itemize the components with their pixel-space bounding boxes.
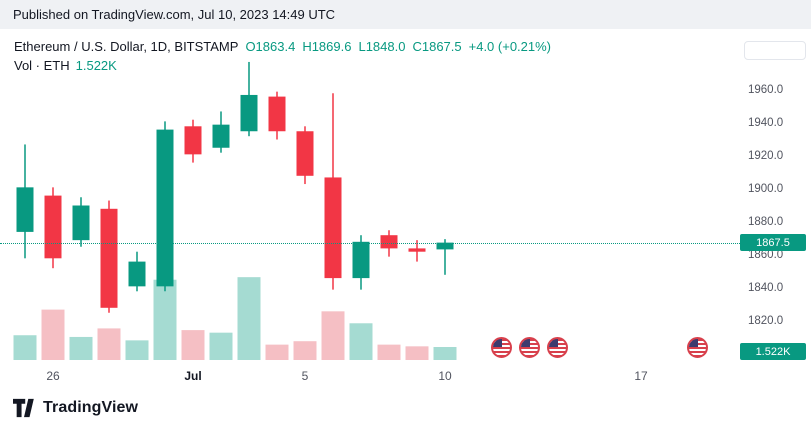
volume-bar bbox=[433, 347, 457, 360]
candle-body bbox=[72, 205, 90, 241]
ohlc-low: L1848.0 bbox=[358, 39, 406, 54]
candle-body bbox=[324, 177, 342, 279]
footer-brand-text: TradingView bbox=[43, 399, 139, 416]
price-tick-label: 1900.0 bbox=[748, 183, 784, 195]
volume-bar bbox=[349, 323, 373, 360]
candle-body bbox=[240, 94, 258, 132]
volume-bar bbox=[153, 279, 177, 360]
chart-legend[interactable]: Ethereum / U.S. Dollar, 1D, BITSTAMP O18… bbox=[14, 39, 551, 54]
candle-body bbox=[44, 195, 62, 259]
volume-bar bbox=[237, 277, 261, 360]
volume-bar bbox=[41, 309, 65, 360]
volume-bar bbox=[405, 346, 429, 360]
price-tick-label: 1860.0 bbox=[748, 249, 784, 261]
time-tick-label: 5 bbox=[301, 369, 309, 383]
us-flag-icon[interactable] bbox=[686, 337, 708, 358]
volume-bar bbox=[69, 336, 93, 360]
volume-bar bbox=[209, 332, 233, 360]
volume-value: 1.522K bbox=[75, 58, 117, 73]
price-tick-label: 1840.0 bbox=[748, 282, 784, 294]
volume-bar bbox=[377, 344, 401, 360]
ohlc-high: H1869.6 bbox=[302, 39, 352, 54]
published-bar: Published on TradingView.com, Jul 10, 20… bbox=[0, 0, 811, 29]
candle-body bbox=[436, 242, 454, 250]
volume-bar bbox=[97, 328, 121, 360]
candle-body bbox=[16, 187, 34, 232]
us-flag-icon[interactable] bbox=[490, 337, 512, 358]
candle-body bbox=[128, 261, 146, 287]
tradingview-logo-icon bbox=[13, 398, 35, 418]
candle-body bbox=[296, 131, 314, 176]
volume-bar bbox=[181, 330, 205, 360]
footer-brand[interactable]: TradingView bbox=[13, 398, 138, 418]
price-tick-label: 1920.0 bbox=[748, 150, 784, 162]
time-tick-label: Jul bbox=[184, 369, 202, 383]
candle-body bbox=[100, 208, 118, 308]
ohlc-change: +4.0 (+0.21%) bbox=[468, 39, 552, 54]
volume-bar bbox=[265, 344, 289, 360]
volume-bar bbox=[321, 311, 345, 360]
volume-legend[interactable]: Vol · ETH 1.522K bbox=[14, 58, 117, 73]
candle-body bbox=[352, 241, 370, 279]
ohlc-close: C1867.5 bbox=[412, 39, 462, 54]
candle-body bbox=[408, 248, 426, 252]
published-text: Published on TradingView.com, Jul 10, 20… bbox=[13, 7, 336, 22]
last-price-line bbox=[0, 242, 740, 244]
price-tick-label: 1960.0 bbox=[748, 84, 784, 96]
volume-bar bbox=[125, 340, 149, 360]
symbol-title[interactable]: Ethereum / U.S. Dollar, 1D, BITSTAMP bbox=[14, 39, 239, 54]
us-flag-icon[interactable] bbox=[518, 337, 540, 358]
time-tick-label: 26 bbox=[46, 369, 60, 383]
last-price-badge: 1867.5 bbox=[740, 234, 806, 252]
candle-body bbox=[184, 126, 202, 155]
price-tick-label: 1880.0 bbox=[748, 216, 784, 228]
candle-body bbox=[268, 96, 286, 132]
candle-body bbox=[212, 124, 230, 148]
last-volume-badge: 1.522K bbox=[740, 343, 806, 360]
price-tick-label: 1820.0 bbox=[748, 315, 784, 327]
time-tick-label: 10 bbox=[438, 369, 452, 383]
topright-button[interactable] bbox=[744, 41, 806, 60]
candle-body bbox=[380, 235, 398, 249]
volume-label: Vol · ETH bbox=[14, 58, 70, 73]
us-flag-icon[interactable] bbox=[546, 337, 568, 358]
candle-body bbox=[156, 129, 174, 287]
time-tick-label: 17 bbox=[634, 369, 648, 383]
price-tick-label: 1940.0 bbox=[748, 117, 784, 129]
ohlc-open: O1863.4 bbox=[245, 39, 296, 54]
volume-bar bbox=[13, 335, 37, 360]
volume-bar bbox=[293, 341, 317, 360]
